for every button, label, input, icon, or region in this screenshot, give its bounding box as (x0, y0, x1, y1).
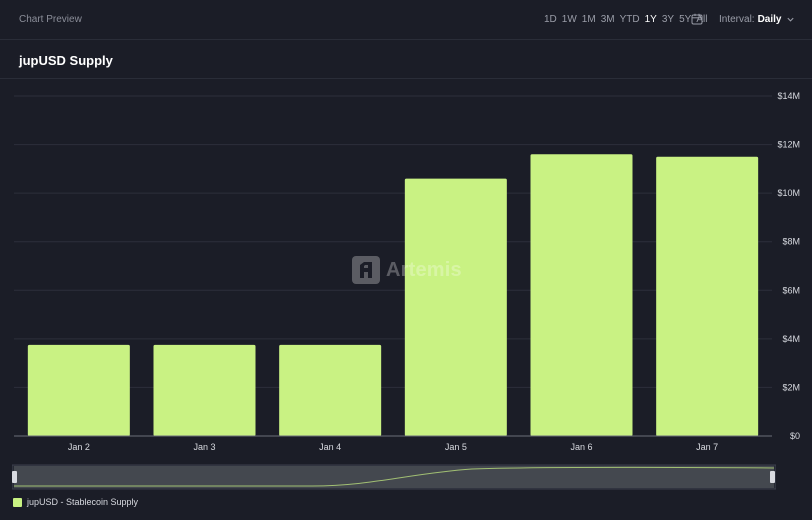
bar-jan-7[interactable] (656, 156, 759, 436)
time-range-selector: 1D 1W 1M 3M YTD 1Y 3Y 5Y All (544, 14, 707, 25)
legend-swatch (13, 497, 22, 507)
y-tick-label: $6M (782, 285, 800, 295)
calendar-icon[interactable] (691, 13, 703, 25)
y-tick-label: $10M (777, 188, 800, 198)
range-1m[interactable]: 1M (581, 14, 596, 25)
interval-label: Interval: (719, 14, 755, 25)
x-tick-label: Jan 4 (319, 442, 341, 452)
range-1w[interactable]: 1W (561, 14, 577, 25)
y-tick-label: $14M (777, 91, 800, 101)
artemis-logo-icon (352, 256, 380, 284)
range-3m[interactable]: 3M (600, 14, 615, 25)
bar-jan-4[interactable] (279, 344, 382, 436)
y-tick-label: $2M (782, 382, 800, 392)
navigator-right-handle (770, 471, 775, 483)
chevron-down-icon (787, 17, 795, 22)
chart-title: jupUSD Supply (19, 53, 113, 68)
bar-chart: $0 $2M $4M $6M $8M $10M $12M $14M Jan 2 Jan 3 Jan … (14, 91, 800, 452)
range-1d[interactable]: 1D (544, 14, 557, 25)
range-3y[interactable]: 3Y (661, 14, 675, 25)
y-tick-label: $12M (777, 140, 800, 150)
chart-toolbar: Chart Preview 1D 1W 1M 3M YTD 1Y 3Y 5Y All Inter… (0, 0, 812, 40)
chart-title-bar: jupUSD Supply (0, 41, 812, 79)
x-tick-label: Jan 5 (445, 442, 467, 452)
range-navigator[interactable] (12, 463, 776, 491)
bar-jan-6[interactable] (530, 154, 633, 436)
bar-jan-5[interactable] (404, 178, 507, 437)
chart-legend[interactable]: jupUSD - Stablecoin Supply (13, 497, 138, 507)
range-1y[interactable]: 1Y (644, 14, 657, 25)
x-tick-label: Jan 6 (570, 442, 592, 452)
watermark-text: Artemis (386, 258, 462, 281)
interval-value: Daily (757, 14, 782, 25)
bar-jan-3[interactable] (153, 344, 256, 436)
chart-preview-label: Chart Preview (19, 14, 82, 25)
legend-label: jupUSD - Stablecoin Supply (27, 497, 139, 507)
range-5y[interactable]: 5Y (679, 14, 692, 25)
x-tick-label: Jan 3 (193, 442, 215, 452)
y-tick-label: $0 (790, 431, 800, 441)
bar-jan-2[interactable] (27, 344, 130, 436)
navigator-left-handle (12, 471, 17, 483)
x-tick-label: Jan 2 (68, 442, 90, 452)
interval-dropdown[interactable]: Interval: Daily (719, 14, 795, 25)
artemis-watermark: Artemis (352, 256, 462, 284)
x-tick-label: Jan 7 (696, 442, 718, 452)
range-ytd[interactable]: YTD (619, 14, 640, 25)
y-tick-label: $4M (782, 334, 800, 344)
y-tick-label: $8M (782, 237, 800, 247)
